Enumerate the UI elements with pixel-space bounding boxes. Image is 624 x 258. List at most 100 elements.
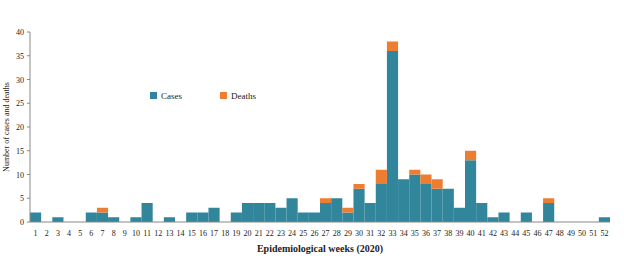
chart-svg: 0510152025303540123456789101112131415161… bbox=[0, 0, 624, 258]
x-tick-label: 14 bbox=[177, 229, 185, 238]
y-tick-label: 5 bbox=[20, 194, 24, 203]
bar bbox=[476, 203, 487, 204]
x-tick-label: 44 bbox=[511, 229, 519, 238]
chart-container: 0510152025303540123456789101112131415161… bbox=[0, 0, 624, 258]
bar bbox=[487, 217, 498, 222]
bar bbox=[320, 203, 331, 222]
bar bbox=[543, 203, 554, 222]
x-tick-label: 9 bbox=[123, 229, 127, 238]
y-tick bbox=[27, 222, 30, 223]
x-tick-label: 16 bbox=[199, 229, 207, 238]
y-tick-label: 0 bbox=[20, 218, 24, 227]
bar bbox=[275, 208, 286, 222]
y-tick-label: 20 bbox=[16, 123, 24, 132]
bar bbox=[186, 213, 197, 223]
x-tick-label: 23 bbox=[277, 229, 285, 238]
y-axis-label: Number of cases and deaths bbox=[2, 82, 11, 172]
x-tick-label: 33 bbox=[389, 229, 397, 238]
x-tick-label: 43 bbox=[500, 229, 508, 238]
bar bbox=[387, 51, 398, 222]
x-tick-label: 15 bbox=[188, 229, 196, 238]
y-tick-label: 10 bbox=[16, 171, 24, 180]
bar bbox=[197, 212, 208, 213]
bar bbox=[309, 212, 320, 213]
x-axis bbox=[30, 222, 610, 223]
y-tick bbox=[27, 103, 30, 104]
x-tick-label: 48 bbox=[556, 229, 564, 238]
bar bbox=[353, 184, 364, 189]
bar bbox=[398, 179, 409, 222]
bar bbox=[342, 208, 353, 213]
legend-label: Deaths bbox=[231, 91, 256, 101]
bar bbox=[409, 170, 420, 175]
bar bbox=[454, 208, 465, 222]
bar bbox=[465, 160, 476, 222]
bar bbox=[420, 184, 431, 222]
x-tick-label: 34 bbox=[400, 229, 408, 238]
bar bbox=[186, 212, 197, 213]
bar bbox=[130, 217, 141, 222]
x-tick-label: 42 bbox=[489, 229, 497, 238]
y-tick-label: 35 bbox=[16, 52, 24, 61]
bar bbox=[298, 212, 309, 213]
x-tick-label: 35 bbox=[411, 229, 419, 238]
bar bbox=[331, 198, 342, 222]
bar bbox=[365, 203, 376, 222]
bar bbox=[487, 217, 498, 218]
bar bbox=[476, 203, 487, 222]
x-tick-label: 51 bbox=[589, 229, 597, 238]
x-tick-label: 37 bbox=[433, 229, 441, 238]
x-tick-label: 39 bbox=[455, 229, 463, 238]
bar bbox=[142, 203, 153, 204]
bar bbox=[432, 179, 443, 189]
legend-swatch bbox=[220, 92, 227, 99]
bar bbox=[498, 213, 509, 223]
x-tick-label: 20 bbox=[244, 229, 252, 238]
x-tick-label: 36 bbox=[422, 229, 430, 238]
x-tick-label: 31 bbox=[366, 229, 374, 238]
x-tick-label: 10 bbox=[132, 229, 140, 238]
bar bbox=[52, 217, 63, 222]
x-tick-label: 49 bbox=[567, 229, 575, 238]
x-tick-label: 28 bbox=[333, 229, 341, 238]
x-axis-label: Epidemiological weeks (2020) bbox=[257, 243, 383, 255]
x-tick-label: 1 bbox=[34, 229, 38, 238]
x-tick-label: 41 bbox=[478, 229, 486, 238]
x-tick-label: 40 bbox=[467, 229, 475, 238]
x-tick-label: 38 bbox=[444, 229, 452, 238]
legend-label: Cases bbox=[161, 91, 182, 101]
x-tick-label: 21 bbox=[255, 229, 263, 238]
x-tick-label: 13 bbox=[165, 229, 173, 238]
bar bbox=[331, 198, 342, 199]
bars bbox=[30, 42, 610, 223]
x-tick-label: 19 bbox=[232, 229, 240, 238]
bar bbox=[52, 217, 63, 218]
x-tick-label: 17 bbox=[210, 229, 218, 238]
bar bbox=[599, 217, 610, 222]
bar bbox=[130, 217, 141, 218]
bar bbox=[521, 213, 532, 223]
bar bbox=[264, 203, 275, 222]
bar bbox=[86, 213, 97, 223]
bar bbox=[365, 203, 376, 204]
y-tick bbox=[27, 32, 30, 33]
x-tick-label: 18 bbox=[221, 229, 229, 238]
x-tick-label: 11 bbox=[143, 229, 151, 238]
bar bbox=[443, 188, 454, 189]
bar bbox=[275, 207, 286, 208]
x-tick-label: 27 bbox=[322, 229, 330, 238]
x-tick-label: 5 bbox=[78, 229, 82, 238]
y-tick-label: 15 bbox=[16, 147, 24, 156]
bar bbox=[543, 198, 554, 203]
bar bbox=[376, 184, 387, 222]
bar bbox=[398, 179, 409, 180]
bar bbox=[164, 217, 175, 222]
x-tick-label: 50 bbox=[578, 229, 586, 238]
bar bbox=[30, 212, 41, 213]
bar bbox=[420, 175, 431, 185]
bar bbox=[264, 203, 275, 204]
x-tick-label: 25 bbox=[299, 229, 307, 238]
bar bbox=[521, 212, 532, 213]
legend-swatch bbox=[150, 92, 157, 99]
x-tick-label: 12 bbox=[154, 229, 162, 238]
